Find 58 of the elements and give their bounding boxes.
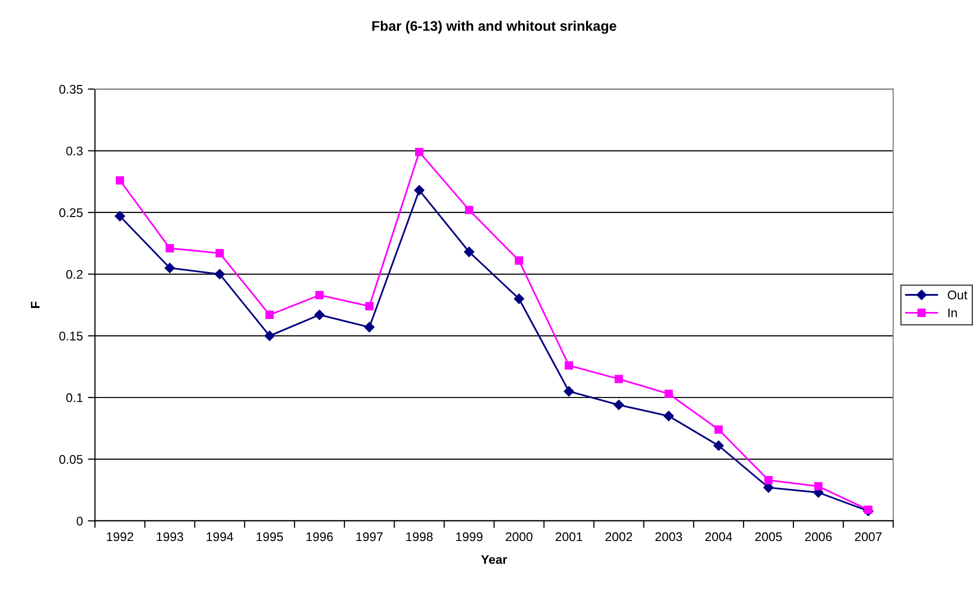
point [114, 211, 126, 222]
point [464, 206, 474, 214]
x-tick-label: 2007 [854, 532, 882, 542]
point [415, 148, 424, 156]
point [564, 361, 574, 370]
x-tick-label: 1993 [156, 532, 184, 542]
y-tick-label: 0.15 [59, 332, 83, 340]
point [116, 176, 124, 185]
x-tick-label: 2004 [705, 532, 732, 542]
point [714, 425, 723, 434]
x-tick-label: 1994 [206, 532, 234, 542]
x-tick-label: 2002 [606, 532, 632, 542]
point [214, 269, 225, 280]
x-tick-label: 2000 [506, 532, 532, 542]
point [464, 246, 474, 258]
point [614, 400, 624, 410]
point [414, 185, 424, 196]
y-tick-label: 0.3 [66, 146, 83, 156]
point [564, 386, 574, 396]
y-tick-label: 0.1 [66, 393, 83, 402]
x-axis-title: Year [481, 555, 508, 564]
x-tick-label: 1996 [306, 532, 333, 542]
point [264, 330, 275, 341]
x-tick-label: 1992 [106, 532, 134, 542]
x-tick-label: 1995 [256, 532, 283, 542]
point [864, 506, 872, 514]
point [614, 374, 623, 384]
y-axis-title: F [30, 302, 40, 308]
point [514, 256, 524, 265]
point [514, 294, 524, 304]
point [664, 390, 673, 398]
y-tick-label: 0.35 [59, 84, 83, 94]
x-tick-label: 2006 [805, 532, 832, 542]
y-tick-label: 0.25 [59, 208, 83, 218]
point [814, 482, 823, 490]
point [314, 310, 325, 320]
legend-label: In [948, 308, 957, 318]
x-tick-label: 2003 [655, 532, 682, 542]
x-tick-label: 2005 [755, 532, 782, 542]
x-tick-label: 1999 [456, 532, 482, 542]
y-tick-label: 0 [76, 516, 83, 526]
y-tick-label: 0.05 [59, 454, 83, 464]
point [216, 249, 224, 258]
point [664, 410, 674, 422]
point [713, 440, 724, 451]
x-tick-label: 2001 [556, 532, 582, 542]
point [315, 290, 324, 300]
point [265, 310, 274, 320]
point [364, 322, 374, 332]
chart-title: Fbar (6-13) with and whitout srinkage [372, 20, 616, 34]
point [166, 244, 174, 252]
y-tick-label: 0.2 [66, 270, 83, 279]
legend-label: Out [948, 290, 968, 300]
point [764, 476, 773, 484]
x-tick-label: 1997 [356, 532, 383, 542]
x-tick-label: 1998 [406, 532, 433, 542]
point [164, 262, 175, 274]
point [365, 302, 374, 310]
